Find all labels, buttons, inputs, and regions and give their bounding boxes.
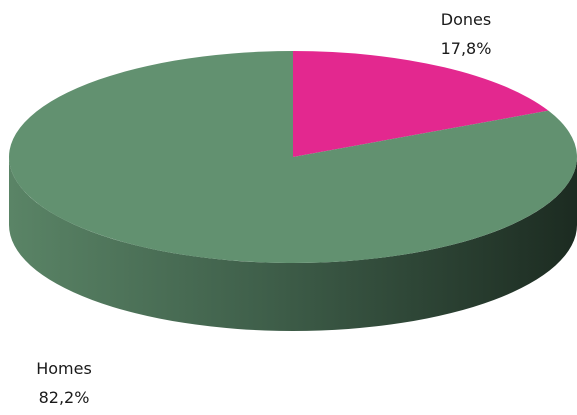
pie-slice-homes: [8, 51, 577, 263]
slice-label-homes: Homes 82,2%: [36, 359, 92, 407]
slice-label-dones: Dones 17,8%: [441, 10, 492, 58]
pie-side-layer: [9, 157, 577, 331]
pie-top-layer: [8, 51, 577, 263]
slice-name-homes: Homes: [36, 359, 92, 378]
pie-slice-side-homes: [9, 157, 577, 331]
pie-slice-dones: [293, 51, 549, 157]
slice-name-dones: Dones: [441, 10, 491, 29]
slice-value-homes: 82,2%: [39, 388, 90, 407]
slice-value-dones: 17,8%: [441, 39, 492, 58]
